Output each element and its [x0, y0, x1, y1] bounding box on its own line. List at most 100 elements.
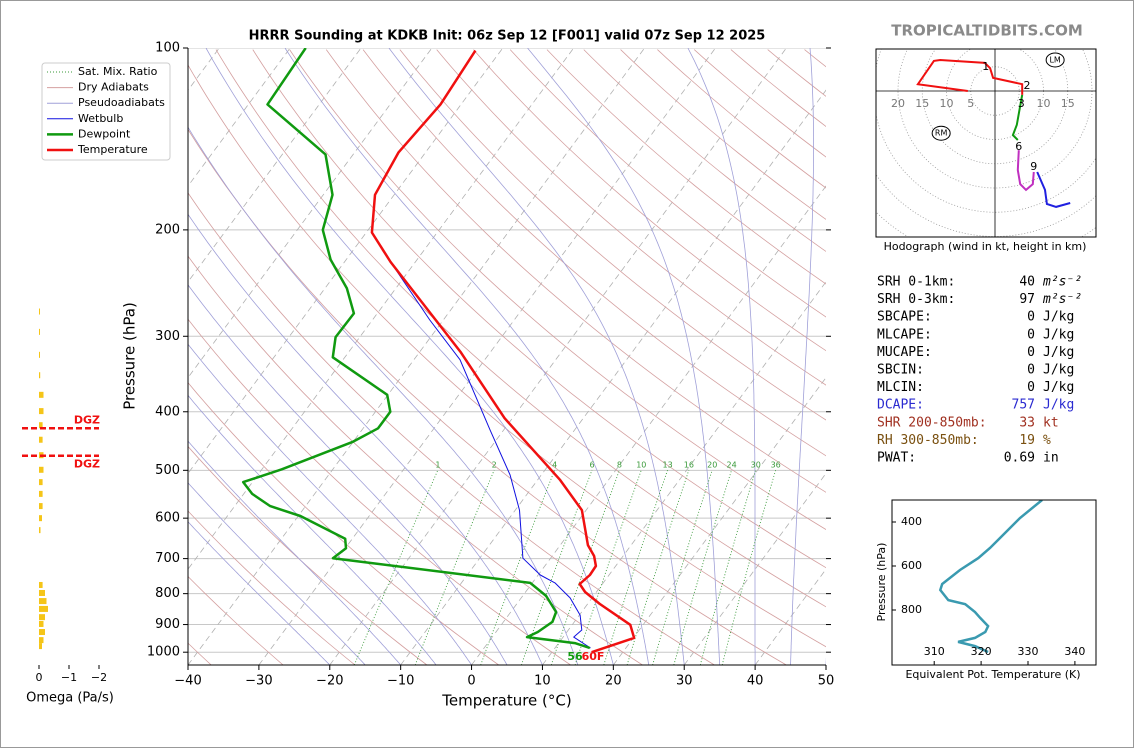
legend-box: [41, 62, 171, 161]
dry-adiabat: [399, 49, 826, 421]
index-unit: %: [1043, 433, 1051, 448]
thetae-x-tick-label: 310: [924, 645, 945, 658]
thetae-x-tick-label: 320: [971, 645, 992, 658]
omega-bar: [39, 479, 43, 486]
hodograph-ring-label: 5: [967, 97, 974, 110]
y-tick-label: 200: [155, 222, 180, 237]
isotherm: [471, 185, 826, 665]
hodograph-trace: [1011, 94, 1024, 141]
mixing-ratio-line: [574, 469, 642, 665]
index-label: SRH 0-1km:: [877, 275, 955, 290]
watermark: TROPICALTIDBITS.COM: [891, 22, 1083, 40]
storm-motion-marker: [1045, 52, 1065, 68]
mixing-ratio-label: 1: [435, 461, 440, 470]
x-tick-label: 30: [676, 674, 693, 689]
index-unit: in: [1043, 451, 1059, 466]
mixing-ratio-label: 10: [636, 461, 646, 470]
isotherm: [542, 281, 826, 665]
x-tick-label: 10: [534, 674, 551, 689]
index-label: PWAT:: [877, 451, 916, 466]
legend-label: Wetbulb: [78, 112, 123, 125]
height-label: 9: [1030, 160, 1037, 173]
mixing-ratio-label: 36: [771, 461, 781, 470]
index-value: 19: [1019, 433, 1035, 448]
legend-label: Dry Adiabats: [78, 81, 149, 94]
index-unit: m²s⁻²: [1042, 275, 1082, 290]
thetae-y-tick-label: 600: [901, 559, 922, 572]
x-tick-label: −20: [316, 674, 343, 689]
x-tick-label: 0: [467, 674, 475, 689]
hodograph-ring-label: 10: [940, 97, 954, 110]
dry-adiabat: [188, 64, 826, 648]
pseudoadiabat: [205, 48, 614, 665]
thetae-plot: [938, 500, 1043, 654]
mixing-ratio-label: 8: [617, 461, 622, 470]
omega-bar: [39, 351, 40, 358]
mixing-ratio-label: 4: [552, 461, 557, 470]
omega-bar: [39, 598, 47, 605]
y-tick-label: 300: [155, 329, 180, 344]
hodograph-trace: [916, 58, 1024, 95]
omega-bar: [39, 515, 42, 522]
legend-label: Pseudoadiabats: [78, 96, 165, 109]
pseudoadiabat: [790, 48, 814, 665]
omega-bar: [39, 614, 45, 621]
dry-adiabat: [252, 49, 826, 569]
height-label: 6: [1015, 140, 1022, 153]
mixing-ratio-line: [626, 469, 690, 665]
omega-bar: [39, 581, 43, 588]
dry-adiabat: [436, 49, 826, 386]
index-label: RH 300-850mb:: [877, 433, 979, 448]
index-value: 40: [1019, 275, 1035, 290]
pseudoadiabat: [188, 440, 402, 665]
thetae-frame: [891, 499, 1097, 666]
omega-tick-label: −1: [61, 671, 77, 684]
omega-bar: [39, 503, 43, 510]
hodograph-caption: Hodograph (wind in kt, height in km): [884, 240, 1087, 253]
pseudoadiabat: [388, 48, 685, 665]
y-tick-label: 400: [155, 404, 180, 419]
omega-bar: [39, 308, 40, 315]
pseudoadiabat: [527, 48, 721, 665]
omega-bar: [39, 527, 41, 534]
x-tick-label: 20: [605, 674, 622, 689]
mixing-ratio-line: [550, 469, 620, 665]
hodograph-ring-label: 15: [1061, 97, 1075, 110]
y-tick-label: 900: [155, 617, 180, 632]
thetae-x-tick-label: 340: [1064, 645, 1085, 658]
x-axis-title: Temperature (°C): [441, 692, 571, 710]
index-label: SRH 0-3km:: [877, 292, 955, 307]
hodograph-frame: [875, 48, 1097, 238]
thetae-y-tick-label: 800: [901, 603, 922, 616]
mixing-ratio-label: 20: [707, 461, 717, 470]
surface-dewpoint-label: 56: [567, 650, 583, 663]
pseudoadiabat: [188, 284, 508, 665]
mixing-ratio-line: [520, 469, 593, 665]
hodograph-ring-label: 20: [891, 97, 905, 110]
dry-adiabat: [693, 49, 826, 158]
omega-bar: [39, 408, 44, 415]
dry-adiabat: [188, 192, 715, 665]
pseudoadiabat: [687, 48, 756, 665]
profile-temperature: [370, 49, 636, 654]
index-unit: J/kg: [1043, 310, 1074, 325]
index-unit: J/kg: [1043, 363, 1074, 378]
omega-bar: [39, 422, 43, 429]
legend-label: Sat. Mix. Ratio: [78, 65, 158, 78]
x-tick-label: 40: [747, 674, 764, 689]
dry-adiabat: [546, 49, 826, 285]
dry-adiabat: [362, 49, 826, 457]
index-label: SBCIN:: [877, 363, 924, 378]
omega-bar: [39, 490, 43, 497]
pseudoadiabat: [188, 213, 543, 665]
omega-bar: [39, 466, 44, 473]
omega-bar: [39, 605, 48, 612]
legend-label: Dewpoint: [78, 127, 131, 140]
isotherm: [188, 48, 575, 570]
surface-temp-label: 60F: [582, 650, 605, 663]
dry-adiabat: [289, 49, 826, 530]
dry-adiabat: [583, 49, 826, 252]
dry-adiabat: [188, 255, 643, 665]
thetae-x-title: Equivalent Pot. Temperature (K): [905, 668, 1080, 681]
